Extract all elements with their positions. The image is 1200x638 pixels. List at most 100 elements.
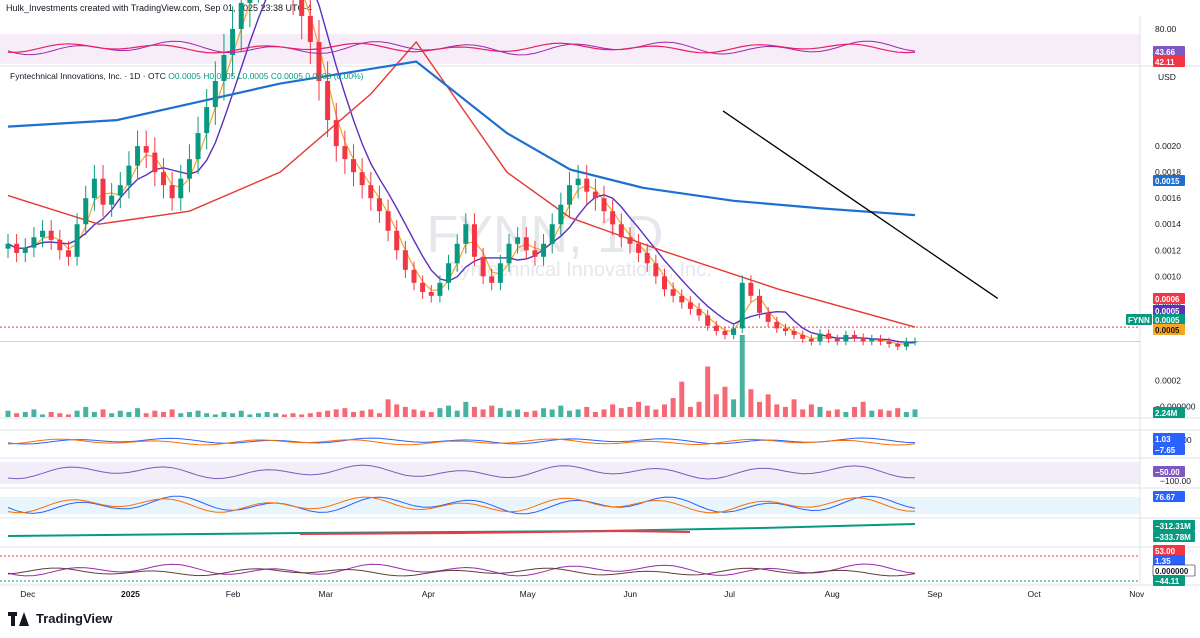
ma-purple-line	[7, 0, 915, 343]
candle-body	[446, 263, 452, 283]
candle-body	[869, 338, 875, 342]
price-tag	[1153, 293, 1185, 304]
price-tick-label: 0.0002	[1155, 375, 1181, 385]
brand-name: TradingView	[36, 611, 113, 626]
price-tag-text: 0.0006	[1155, 295, 1180, 304]
candle-body	[739, 282, 745, 329]
candle-body	[117, 185, 123, 196]
volume-bar	[584, 406, 590, 417]
volume-bar	[256, 413, 262, 417]
volume-bar	[74, 410, 80, 417]
volume-bar	[351, 411, 357, 417]
indicator-tag-text: 42.11	[1155, 58, 1175, 67]
candle-body	[912, 341, 918, 343]
indicator-tag-text: 2.24M	[1155, 409, 1178, 418]
candle-body	[782, 328, 788, 331]
volume-bar	[644, 405, 650, 417]
obv-red-segment	[299, 529, 691, 535]
candle-body	[394, 230, 400, 251]
candle-body	[160, 172, 166, 186]
volume-bar	[834, 409, 840, 417]
volume-bar	[705, 366, 711, 417]
volume-bar	[204, 413, 210, 417]
volume-bar	[195, 410, 201, 417]
volume-bar	[325, 410, 331, 417]
candle-body	[575, 178, 581, 186]
volume-bar	[264, 411, 270, 417]
volume-bar	[290, 413, 296, 417]
candle-body	[722, 330, 728, 335]
candle-body	[299, 0, 305, 16]
time-tick-label: 2025	[121, 589, 140, 599]
ohlc-values: O0.0005 H0.0005 L0.0005 C0.0005 0.0000 (…	[168, 71, 364, 81]
volume-bar	[670, 398, 676, 417]
candle-body	[428, 291, 434, 296]
volume-bar	[385, 399, 391, 417]
indicator-tag-text: 0.000000	[1155, 567, 1189, 576]
volume-bar	[428, 411, 434, 417]
volume-bar	[852, 406, 858, 417]
volume-bar	[40, 414, 46, 417]
volume-bar	[791, 399, 797, 417]
time-tick-label: Oct	[1028, 589, 1042, 599]
price-tag	[1153, 324, 1185, 335]
volume-bar	[463, 401, 469, 417]
tradingview-footer[interactable]: TradingView	[8, 611, 112, 626]
volume-bar	[661, 404, 667, 417]
candle-body	[126, 165, 132, 186]
indicator-tag	[1153, 56, 1185, 67]
symbol-legend[interactable]: Fyntechnical Innovations, Inc. · 1D · OT…	[10, 71, 363, 81]
volume-bar	[247, 414, 253, 417]
willr-band	[0, 462, 1140, 484]
volume-bar	[489, 405, 495, 417]
volume-bar	[610, 404, 616, 417]
candle-body	[558, 204, 564, 225]
volume-bar	[549, 409, 555, 417]
candle-body	[48, 230, 54, 240]
volume-bar	[817, 406, 823, 417]
candle-body	[471, 224, 477, 257]
candle-body	[31, 237, 37, 248]
volume-bar	[765, 394, 771, 417]
volume-bar	[782, 406, 788, 417]
candle-body	[731, 328, 737, 335]
volume-bar	[592, 411, 598, 417]
volume-bar	[281, 414, 287, 417]
volume-bar	[679, 381, 685, 417]
indicator-tag-text: 76.67	[1155, 493, 1176, 502]
candle-body	[566, 185, 572, 205]
candle-body	[843, 334, 849, 342]
candle-body	[549, 224, 555, 244]
time-tick-label: Jun	[623, 589, 637, 599]
candle-body	[368, 185, 374, 199]
candle-body	[661, 276, 667, 290]
candle-body	[713, 325, 719, 331]
symbol-title: Fyntechnical Innovations, Inc. · 1D · OT…	[10, 71, 166, 81]
candle-body	[826, 333, 832, 339]
indicator-tag-text: −44.11	[1155, 577, 1180, 586]
volume-bar	[169, 409, 175, 417]
volume-bar	[307, 413, 313, 417]
candle-body	[420, 282, 426, 292]
candle-body	[135, 146, 141, 166]
candle-body	[653, 263, 659, 277]
volume-bar	[143, 413, 149, 417]
volume-bar	[411, 409, 417, 417]
volume-bar	[687, 406, 693, 417]
volume-bar	[14, 413, 20, 417]
price-tick-label: 0.0020	[1155, 141, 1181, 151]
candle-body	[230, 28, 236, 55]
volume-bar	[601, 409, 607, 417]
volume-bar	[273, 413, 279, 417]
volume-bar	[212, 414, 218, 417]
volume-bar	[618, 408, 624, 417]
candle-body	[670, 289, 676, 296]
price-tag-text: 0.0005	[1155, 326, 1180, 335]
indicator-tag	[1153, 466, 1185, 477]
candle-body	[627, 237, 633, 244]
candle-body	[411, 269, 417, 283]
price-tick-label: 0.0010	[1155, 271, 1181, 281]
candle-body	[14, 243, 20, 253]
candle-body	[791, 330, 797, 335]
